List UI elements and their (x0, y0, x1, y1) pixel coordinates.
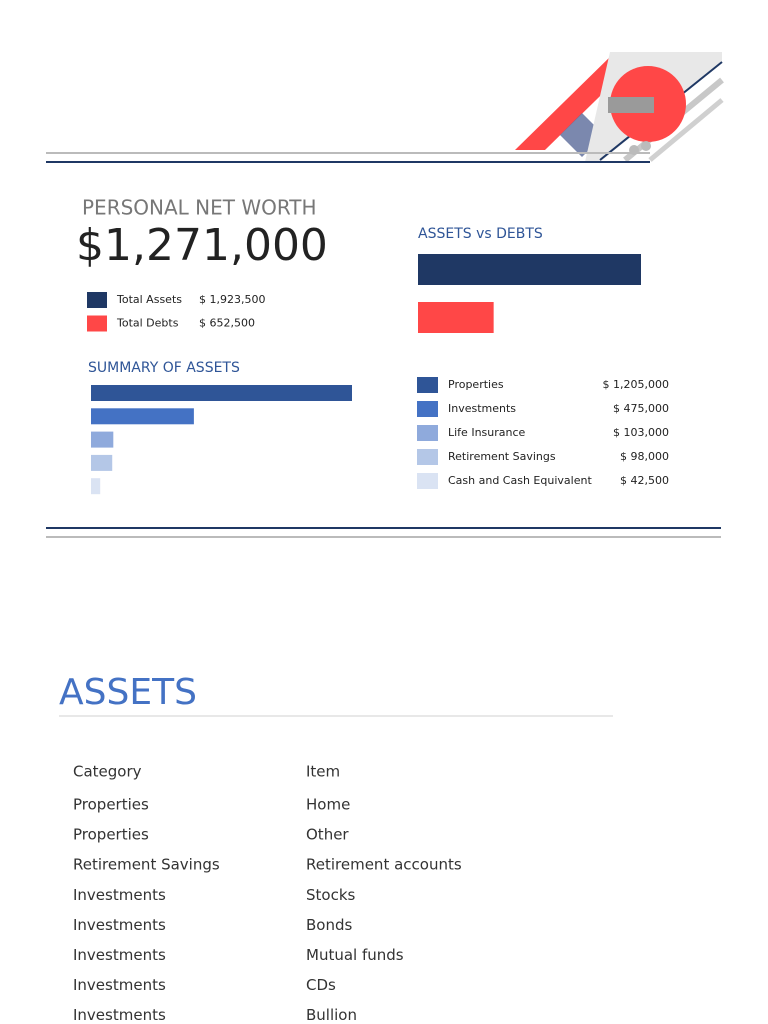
table-cell: Investments (73, 886, 166, 904)
legend-swatch (417, 401, 438, 417)
table-cell: Bullion (306, 1006, 357, 1024)
table-cell: Other (306, 826, 349, 844)
legend-value: $ 475,000 (613, 402, 669, 415)
bar (418, 254, 641, 285)
table-header: Category (73, 763, 142, 781)
legend-label: Life Insurance (448, 426, 526, 439)
legend-value: $ 652,500 (199, 317, 255, 330)
legend-swatch (417, 449, 438, 465)
legend-value: $ 103,000 (613, 426, 669, 439)
table-cell: Retirement accounts (306, 856, 462, 874)
legend-label: Investments (448, 402, 516, 415)
table-cell: CDs (306, 976, 336, 994)
bar (91, 431, 114, 448)
legend-label: Total Assets (116, 293, 182, 306)
table-cell: Stocks (306, 886, 356, 904)
legend-swatch (87, 315, 107, 332)
table-cell: Investments (73, 1006, 166, 1024)
table-cell: Properties (73, 826, 149, 844)
net-worth-value: $1,271,000 (76, 220, 328, 271)
legend-label: Retirement Savings (448, 450, 556, 463)
legend-value: $ 98,000 (620, 450, 669, 463)
bar (418, 302, 494, 333)
legend-swatch (417, 377, 438, 393)
legend-label: Total Debts (116, 317, 179, 330)
legend-swatch (417, 425, 438, 441)
legend-value: $ 1,923,500 (199, 293, 265, 306)
chart-title: ASSETS vs DEBTS (418, 226, 543, 242)
legend-swatch (417, 473, 438, 489)
bar (91, 478, 101, 495)
bar (91, 408, 194, 425)
assets-table: Category Item Properties Home Properties Othe… (73, 763, 462, 1024)
chart-title: SUMMARY OF ASSETS (88, 360, 240, 376)
table-cell: Investments (73, 916, 166, 934)
legend-value: $ 42,500 (620, 474, 669, 487)
table-cell: Investments (73, 976, 166, 994)
net-worth-title: PERSONAL NET WORTH (82, 196, 317, 220)
table-cell: Properties (73, 796, 149, 814)
legend-label: Properties (448, 378, 504, 391)
legend-label: Cash and Cash Equivalent (448, 474, 592, 487)
bar (91, 385, 352, 401)
legend-value: $ 1,205,000 (603, 378, 669, 391)
table-cell: Retirement Savings (73, 856, 220, 874)
header-graphic (515, 52, 724, 163)
legend-swatch (87, 292, 107, 308)
table-cell: Mutual funds (306, 946, 404, 964)
section-title: ASSETS (59, 672, 197, 713)
table-cell: Home (306, 796, 350, 814)
bar (91, 454, 113, 471)
table-cell: Investments (73, 946, 166, 964)
table-header: Item (306, 763, 340, 781)
table-cell: Bonds (306, 916, 352, 934)
